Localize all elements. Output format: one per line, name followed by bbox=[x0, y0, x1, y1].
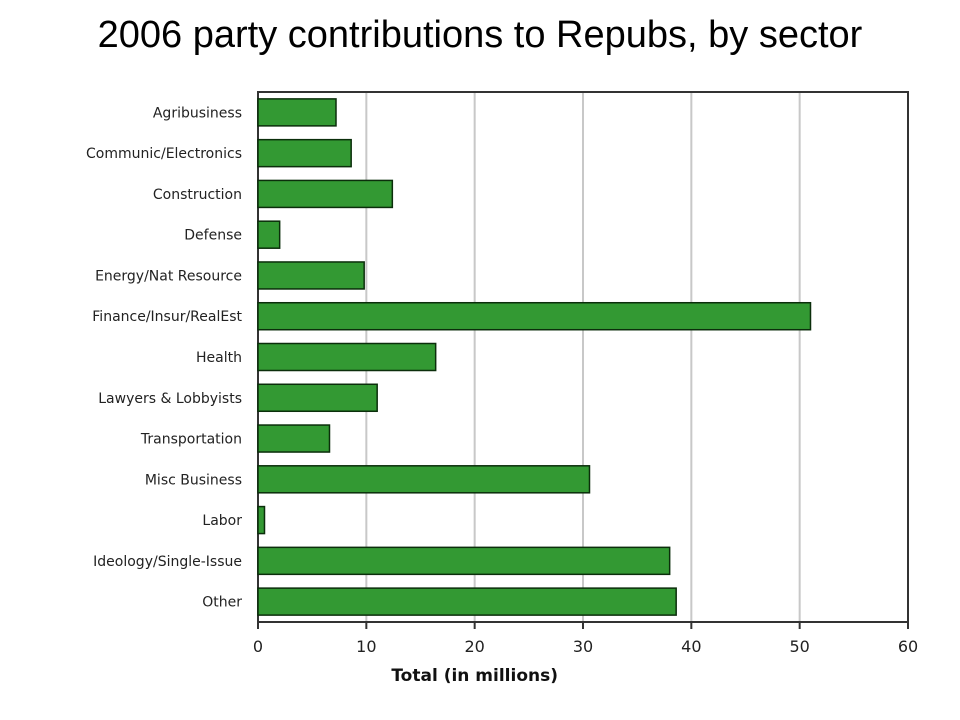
bar bbox=[257, 424, 331, 453]
bar bbox=[257, 138, 352, 168]
bar bbox=[257, 587, 677, 616]
x-tick-label: 50 bbox=[789, 637, 809, 656]
category-label: Lawyers & Lobbyists bbox=[98, 391, 242, 407]
category-label: Misc Business bbox=[145, 472, 242, 488]
x-tick-label: 60 bbox=[898, 637, 918, 656]
bar bbox=[257, 505, 266, 535]
category-label: Construction bbox=[153, 187, 242, 203]
category-labels: Agribusiness Communic/Electronics Construc… bbox=[86, 105, 242, 610]
category-label: Health bbox=[196, 350, 242, 366]
x-tick-label: 40 bbox=[681, 637, 701, 656]
bar bbox=[257, 261, 365, 290]
bar bbox=[257, 301, 812, 331]
category-label: Other bbox=[202, 595, 242, 611]
category-label: Communic/Electronics bbox=[86, 146, 242, 162]
x-axis: 0 10 20 30 40 50 60 bbox=[253, 622, 918, 656]
bar bbox=[257, 179, 394, 209]
category-label: Agribusiness bbox=[153, 105, 242, 121]
category-label: Finance/Insur/RealEst bbox=[92, 309, 242, 325]
bar bbox=[257, 465, 591, 494]
x-tick-label: 30 bbox=[573, 637, 593, 656]
x-tick-label: 20 bbox=[464, 637, 484, 656]
x-tick-label: 0 bbox=[253, 637, 263, 656]
bar bbox=[257, 342, 437, 372]
bars bbox=[257, 98, 812, 616]
page-title: 2006 party contributions to Repubs, by s… bbox=[97, 14, 863, 56]
category-label: Transportation bbox=[140, 432, 242, 448]
category-label: Defense bbox=[184, 228, 242, 244]
x-axis-title: Total (in millions) bbox=[391, 666, 558, 686]
bar bbox=[257, 220, 281, 249]
x-tick-label: 10 bbox=[356, 637, 376, 656]
category-label: Energy/Nat Resource bbox=[95, 268, 242, 284]
bar bbox=[257, 98, 337, 127]
bar bbox=[257, 383, 378, 413]
category-label: Ideology/Single-Issue bbox=[93, 554, 242, 570]
bar bbox=[257, 546, 671, 576]
category-label: Labor bbox=[202, 513, 242, 529]
